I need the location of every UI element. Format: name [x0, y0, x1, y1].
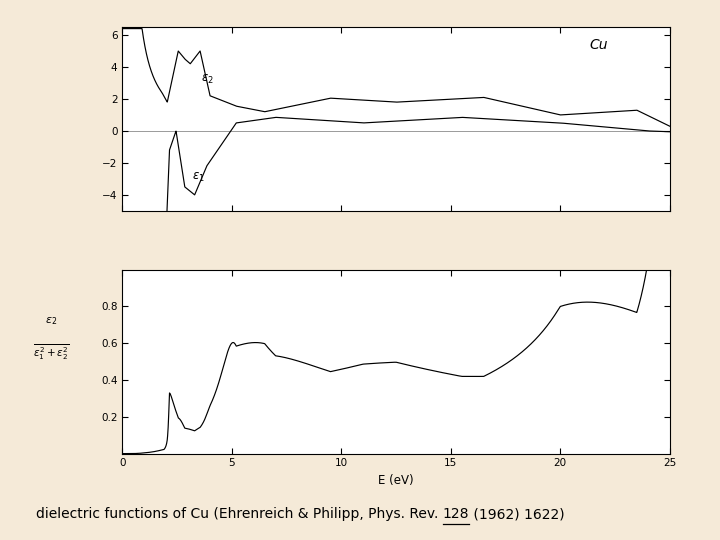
- Text: 128: 128: [443, 507, 469, 521]
- Text: (1962) 1622): (1962) 1622): [469, 507, 565, 521]
- Text: Cu: Cu: [589, 38, 608, 52]
- Text: $\epsilon_2$: $\epsilon_2$: [201, 73, 214, 86]
- Text: $\overline{\epsilon_1^2+\epsilon_2^2}$: $\overline{\epsilon_1^2+\epsilon_2^2}$: [33, 343, 70, 362]
- Text: dielectric functions of Cu (Ehrenreich & Philipp, Phys. Rev.: dielectric functions of Cu (Ehrenreich &…: [36, 507, 443, 521]
- X-axis label: E (eV): E (eV): [378, 474, 414, 487]
- Text: $\epsilon_1$: $\epsilon_1$: [192, 171, 205, 184]
- Text: $\epsilon_2$: $\epsilon_2$: [45, 315, 58, 327]
